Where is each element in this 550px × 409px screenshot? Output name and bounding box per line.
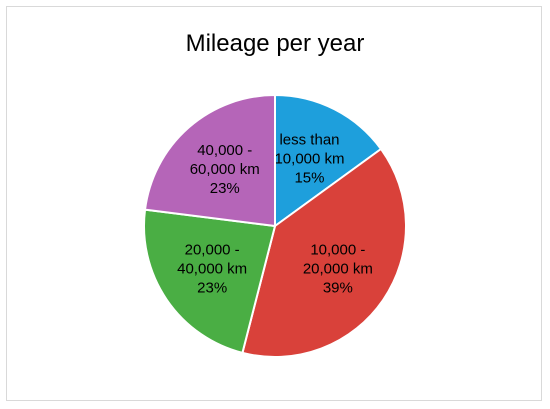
slice-label-2: 20,000 -40,000 km 23%	[177, 242, 247, 297]
slice-label-0: less than 10,000 km 15%	[274, 131, 344, 186]
chart-title: Mileage per year	[185, 30, 365, 57]
pie-slice-3	[143, 93, 276, 228]
pie-slice-2	[143, 208, 277, 355]
pie-slice-1	[241, 147, 407, 358]
slice-label-3: 40,000 -60,000 km 23%	[190, 142, 260, 197]
slice-label-1: 10,000 -20,000 km 39%	[303, 242, 373, 297]
pie-slice-0	[274, 93, 383, 228]
